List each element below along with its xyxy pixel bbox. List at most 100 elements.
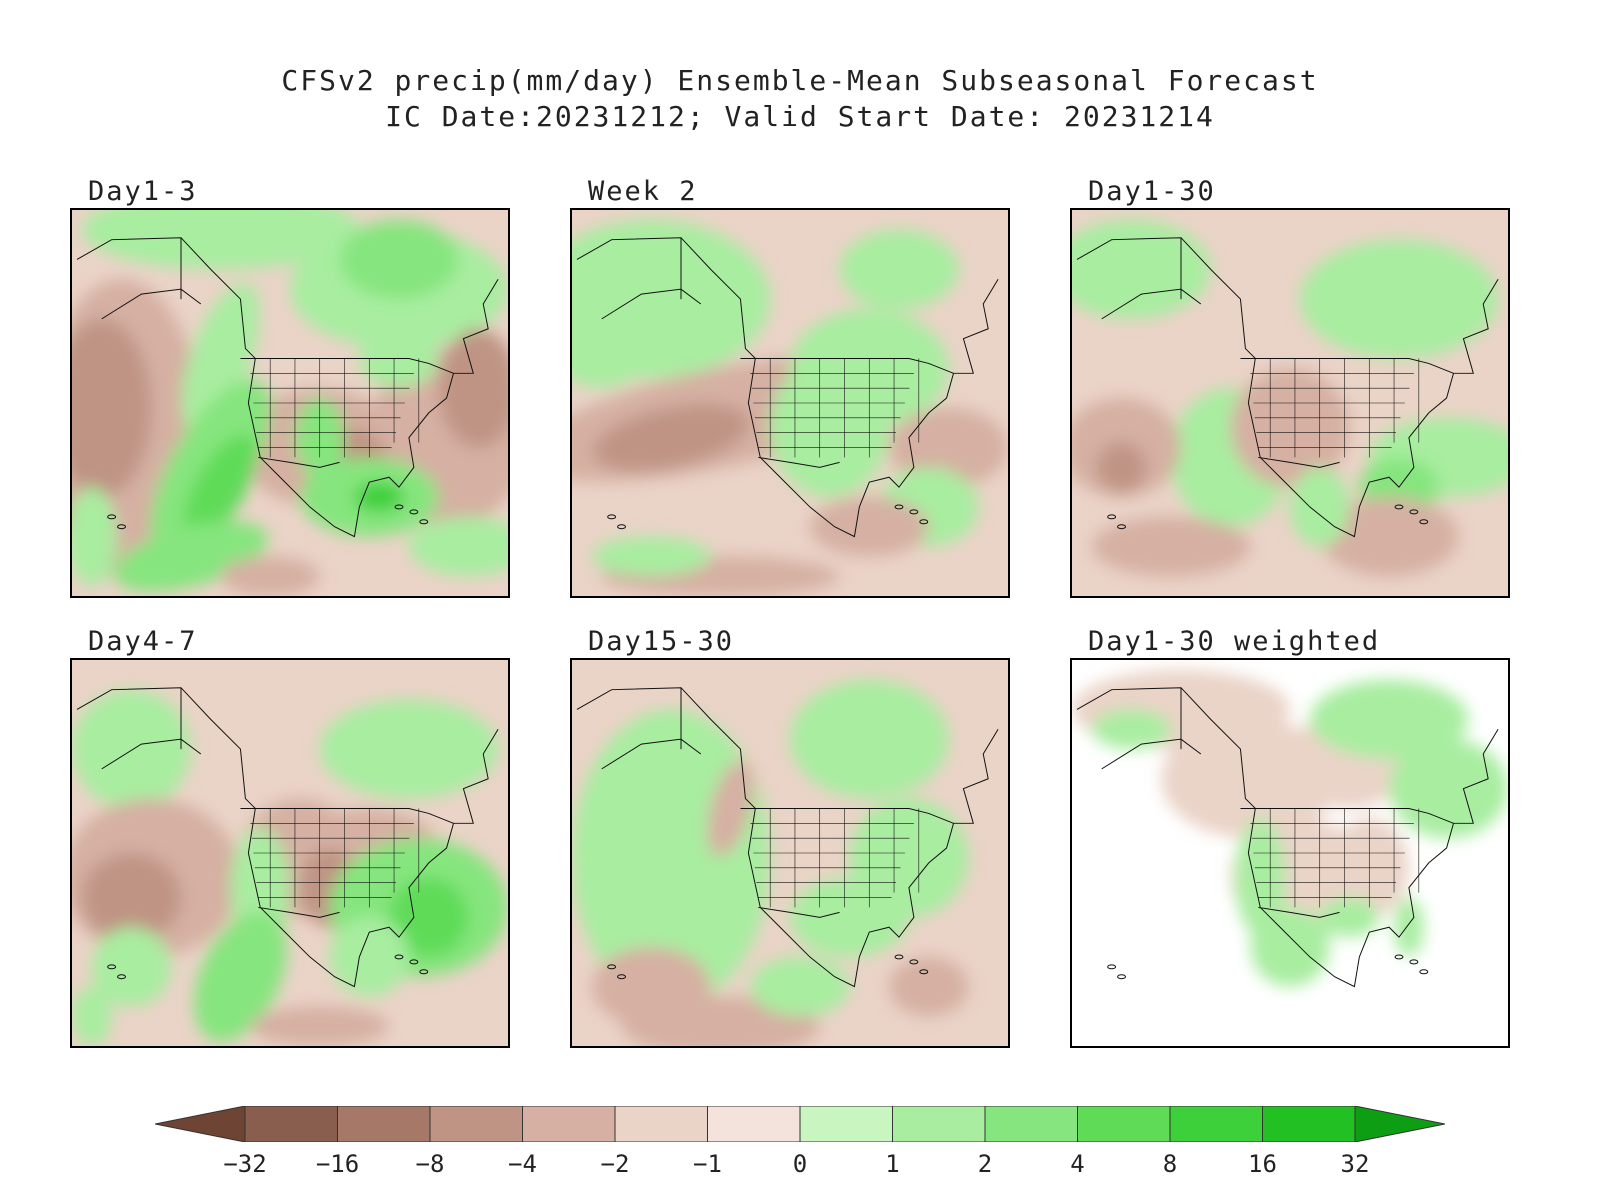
panel-label-day15-30: Day15-30	[588, 626, 735, 657]
chart-title: CFSv2 precip(mm/day) Ensemble-Mean Subse…	[281, 64, 1319, 97]
precip-anomaly-region	[181, 283, 260, 434]
map-day4-7	[70, 658, 510, 1048]
legend-swatch	[707, 1106, 801, 1142]
precip-anomaly-region	[81, 853, 181, 943]
precip-anomaly-region	[72, 487, 117, 587]
coastline-border	[76, 237, 499, 538]
precip-anomaly-region	[591, 536, 711, 577]
precip-anomaly-region	[1319, 497, 1459, 577]
precip-anomaly-region	[438, 328, 508, 448]
legend-swatch	[614, 1106, 708, 1142]
precip-anomaly-region	[1290, 467, 1350, 547]
island-outline	[1419, 969, 1429, 975]
island-outline	[607, 964, 617, 970]
legend-tick-label: 0	[792, 1150, 808, 1178]
coastline-border	[258, 456, 340, 468]
island-outline	[909, 509, 919, 515]
map-day1-30	[1070, 208, 1510, 598]
island-outline	[419, 969, 429, 975]
island-outline	[1419, 519, 1429, 525]
island-outline	[894, 954, 904, 960]
precip-anomaly-region	[591, 947, 711, 1027]
map-canvas	[1072, 660, 1508, 1046]
precip-anomaly-region	[389, 877, 469, 957]
precip-anomaly-region	[1299, 239, 1499, 359]
legend-tick-label: 32	[1340, 1150, 1370, 1178]
map-canvas	[572, 210, 1008, 596]
precip-anomaly-region	[1096, 442, 1147, 493]
precip-anomaly-region	[1235, 818, 1286, 938]
precip-anomaly-region	[220, 556, 320, 596]
precip-anomaly-region	[339, 219, 459, 300]
island-outline	[617, 524, 627, 530]
coastline-border	[576, 687, 999, 988]
precip-anomaly-region	[354, 482, 404, 512]
legend-tick-label: −2	[600, 1150, 630, 1178]
island-outline	[919, 969, 929, 975]
legend-tick-label: −32	[223, 1150, 267, 1178]
legend-swatch	[892, 1106, 986, 1142]
island-outline	[894, 504, 904, 510]
island-outline	[107, 964, 117, 970]
coastline-border	[1076, 687, 1499, 988]
precip-anomaly-region	[81, 210, 360, 270]
coastline-border	[1258, 906, 1340, 918]
island-outline	[1394, 504, 1404, 510]
map-day15-30	[570, 658, 1010, 1048]
island-outline	[1117, 524, 1127, 530]
precip-anomaly-region	[72, 986, 112, 1046]
precip-anomaly-region	[809, 497, 929, 557]
precip-anomaly-region	[889, 956, 969, 1017]
legend-tick-label: 8	[1162, 1150, 1178, 1178]
precip-anomaly-region	[572, 269, 662, 389]
island-outline	[117, 974, 127, 980]
coastline-border	[1076, 237, 1499, 538]
legend-swatch	[1077, 1106, 1171, 1142]
precip-anomaly-region	[408, 516, 508, 577]
legend-tick-label: −8	[415, 1150, 445, 1178]
island-outline	[1107, 964, 1117, 970]
legend-tick-label: 1	[885, 1150, 900, 1178]
island-outline	[909, 959, 919, 965]
legend-swatch	[244, 1106, 338, 1142]
map-week2	[570, 208, 1010, 598]
coastline-border	[576, 237, 999, 538]
legend-arrow-left	[155, 1106, 246, 1142]
map-day1-30-weighted	[1070, 658, 1510, 1048]
legend-swatch	[984, 1106, 1078, 1142]
coastline-border	[1258, 456, 1340, 468]
island-outline	[394, 504, 404, 510]
panel-label-day4-7: Day4-7	[88, 626, 198, 657]
island-outline	[1117, 974, 1127, 980]
island-outline	[409, 959, 419, 965]
precip-anomaly-region	[91, 927, 172, 1007]
legend-swatch	[1262, 1106, 1356, 1142]
island-outline	[1409, 959, 1419, 965]
coastline-border	[76, 687, 499, 988]
island-outline	[1394, 954, 1404, 960]
coastline-border	[758, 906, 840, 918]
precip-anomaly-region	[329, 917, 409, 997]
legend-tick-label: 4	[1070, 1150, 1085, 1178]
island-outline	[394, 954, 404, 960]
precip-anomaly-region	[1394, 897, 1424, 957]
precip-anomaly-region	[1072, 219, 1211, 319]
legend-swatch	[337, 1106, 431, 1142]
legend-swatch	[429, 1106, 523, 1142]
precip-anomaly-region	[1230, 368, 1350, 488]
island-outline	[617, 974, 627, 980]
map-canvas	[72, 660, 508, 1046]
panel-label-day1-30: Day1-30	[1088, 176, 1216, 207]
legend-swatch	[799, 1106, 893, 1142]
precip-anomaly-region	[1091, 516, 1251, 577]
precip-anomaly-region	[593, 404, 749, 472]
coastline-border	[758, 456, 840, 468]
precip-anomaly-region	[250, 1006, 390, 1046]
precip-anomaly-region	[839, 229, 959, 309]
legend-tick-label: −16	[315, 1150, 360, 1178]
precip-anomaly-region	[72, 689, 191, 809]
precip-anomaly-region	[790, 679, 949, 799]
map-canvas	[572, 660, 1008, 1046]
color-legend-bar	[155, 1106, 1445, 1142]
island-outline	[919, 519, 929, 525]
